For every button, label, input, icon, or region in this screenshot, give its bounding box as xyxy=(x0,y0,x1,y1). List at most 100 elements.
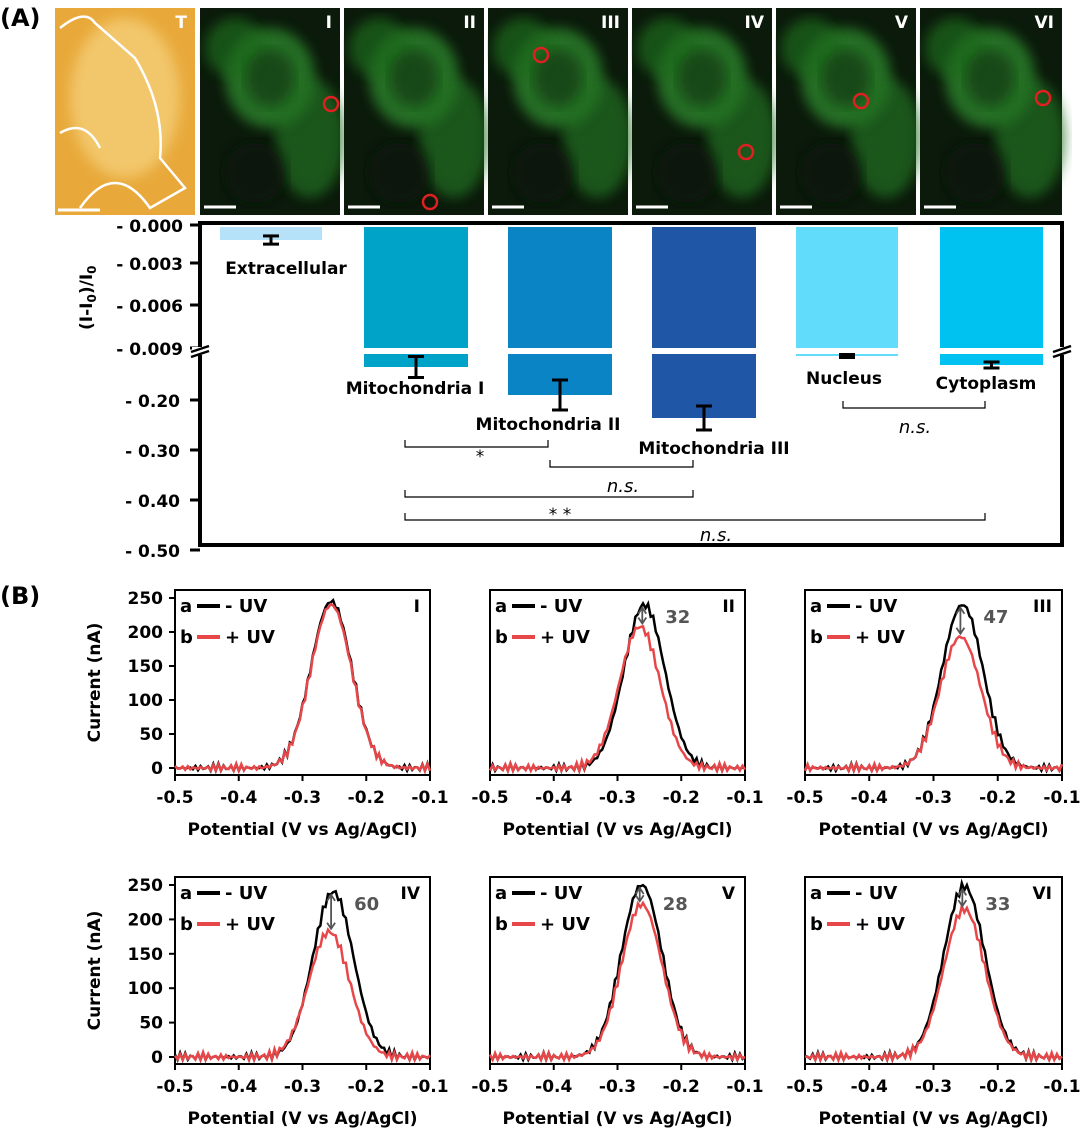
legend-key: a xyxy=(495,883,507,904)
legend-key: a xyxy=(810,883,822,904)
axis-break-gap xyxy=(192,347,208,355)
current-difference-label: 60 xyxy=(354,894,379,915)
significance-bracket xyxy=(404,490,694,498)
cell-fluorescence xyxy=(851,78,921,198)
micrograph-label: V xyxy=(895,13,909,33)
legend-label: - UV xyxy=(855,883,897,904)
arrow-heads xyxy=(634,886,645,903)
legend-label: - UV xyxy=(540,883,582,904)
y-tick-label: - 0.30 xyxy=(125,442,180,462)
bar-label: Mitochondria II xyxy=(476,415,621,435)
significance-label: * * xyxy=(549,505,571,525)
dark-region xyxy=(657,143,717,203)
x-tick-label: -0.2 xyxy=(663,788,700,808)
cell-fluorescence xyxy=(563,78,633,198)
micrograph-VI: VI xyxy=(920,8,1065,215)
measurement-site-marker xyxy=(1034,89,1052,107)
curve-minus-uv xyxy=(174,597,432,775)
micrograph-label: VI xyxy=(1035,13,1054,33)
axis-break-mark xyxy=(190,349,210,359)
legend-key: b xyxy=(180,627,193,648)
y-axis-label: (I-I0)/I0 xyxy=(77,265,99,330)
y-tick-label: - 0.40 xyxy=(125,492,180,512)
y-tick-label: - 0.000 xyxy=(116,217,183,237)
cell-fluorescence xyxy=(275,78,345,198)
y-tick-label: - 0.20 xyxy=(125,392,180,412)
y-tick-label: 100 xyxy=(128,979,164,999)
plot-frame xyxy=(804,589,1063,776)
y-tick-label: - 0.006 xyxy=(116,297,183,317)
x-tick-label: -0.2 xyxy=(348,788,385,808)
x-tick-label: -0.4 xyxy=(535,1077,572,1097)
y-tick-label: 0 xyxy=(151,759,163,779)
bar-mitochondria-iii: Mitochondria III xyxy=(638,227,790,459)
micrograph-label: T xyxy=(175,13,187,33)
x-axis-label: Potential (V vs Ag/AgCl) xyxy=(188,820,418,840)
plot-frame xyxy=(174,589,431,776)
y-tick-label: 150 xyxy=(128,945,164,965)
panel-label: VI xyxy=(1033,884,1052,904)
micrograph-I: I xyxy=(200,8,345,215)
axis-break-mark xyxy=(1052,344,1072,354)
micrograph-label: III xyxy=(601,13,620,33)
x-tick-label: -0.2 xyxy=(348,1077,385,1097)
micrograph-II: II xyxy=(344,8,489,215)
micrograph-label: I xyxy=(326,13,332,33)
dark-region xyxy=(945,143,1005,203)
bar-label: Extracellular xyxy=(225,259,347,279)
voltammogram-panel-II: -0.5 -0.4 -0.3 -0.2 -0.1 Potential (V vs Ag/A… xyxy=(471,589,764,840)
nucleus-shadow xyxy=(966,50,1014,106)
y-axis-label: Current (nA) xyxy=(85,623,105,743)
bar-label: Mitochondria III xyxy=(638,439,789,459)
y-tick-label: 250 xyxy=(128,589,164,609)
curve-plus-uv xyxy=(174,602,432,775)
curve-plus-uv xyxy=(174,927,431,1064)
bar xyxy=(220,227,322,241)
curve-plus-uv xyxy=(488,900,746,1064)
arrow-heads xyxy=(955,606,966,636)
bar-label: Cytoplasm xyxy=(936,374,1037,394)
bar-upper-segment xyxy=(652,227,756,348)
current-difference-label: 32 xyxy=(665,607,690,628)
y-tick-label: 50 xyxy=(139,725,163,745)
y-axis-label: Current (nA) xyxy=(85,911,105,1031)
x-tick-label: -0.4 xyxy=(535,788,572,808)
curve-plus-uv xyxy=(803,634,1064,775)
x-tick-label: -0.3 xyxy=(915,788,952,808)
x-axis-label: Potential (V vs Ag/AgCl) xyxy=(503,820,733,840)
bar-mitochondria-ii: Mitochondria II xyxy=(476,227,621,435)
bar-label: Nucleus xyxy=(806,369,882,389)
micrograph-T: T xyxy=(55,8,195,215)
micrograph-III: III xyxy=(488,8,633,215)
panel-b-label: (B) xyxy=(0,582,40,610)
micrograph-V: V xyxy=(776,8,921,215)
x-tick-label: -0.1 xyxy=(411,788,448,808)
nucleus-shadow xyxy=(390,50,438,106)
nucleus-shadow xyxy=(678,50,726,106)
significance-bracket xyxy=(404,440,549,448)
nucleus-shadow xyxy=(534,50,582,106)
voltammogram-panel-IV: -0.5 -0.4 -0.3 -0.2 -0.1 Potential (V vs Ag/A… xyxy=(85,876,449,1129)
current-difference-label: 47 xyxy=(983,607,1008,628)
current-difference-label: 28 xyxy=(663,894,688,915)
dark-region xyxy=(369,143,429,203)
legend-label: + UV xyxy=(855,914,905,935)
axis-break-mark xyxy=(1052,349,1072,359)
y-tick-label: - 0.003 xyxy=(116,255,183,275)
significance-bracket xyxy=(842,401,986,409)
legend-key: a xyxy=(180,596,192,617)
legend-key: a xyxy=(180,883,192,904)
voltammogram-panel-I: -0.5 -0.4 -0.3 -0.2 -0.1 Potential (V vs Ag/A… xyxy=(85,589,449,840)
plot-frame xyxy=(489,589,746,776)
x-tick-label: -0.4 xyxy=(851,788,888,808)
legend-key: b xyxy=(180,914,193,935)
x-tick-label: -0.5 xyxy=(786,1077,823,1097)
bar-upper-segment xyxy=(796,227,898,348)
y-tick-label: 200 xyxy=(128,910,164,930)
curve-minus-uv xyxy=(804,878,1063,1065)
y-tick-label: 200 xyxy=(128,623,164,643)
voltammogram-grid: -0.5 -0.4 -0.3 -0.2 -0.1 Potential (V vs Ag/A… xyxy=(85,589,1080,1129)
x-tick-label: -0.5 xyxy=(786,788,823,808)
panel-label: IV xyxy=(401,884,421,904)
y-tick-label: 100 xyxy=(128,691,164,711)
